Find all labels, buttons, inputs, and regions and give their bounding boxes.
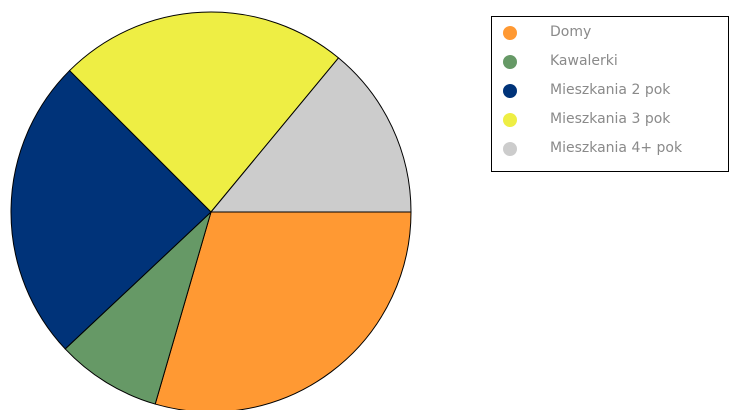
legend-label-mieszkania-4-pok: Mieszkania 4+ pok (550, 140, 683, 156)
legend-swatch-kawalerki (503, 55, 517, 69)
legend-label-domy: Domy (550, 24, 592, 40)
legend-item-mieszkania-2-pok: Mieszkania 2 pok (492, 79, 728, 103)
legend-swatch-mieszkania-4-pok (503, 142, 517, 156)
legend-label-mieszkania-3-pok: Mieszkania 3 pok (550, 111, 671, 127)
legend-label-mieszkania-2-pok: Mieszkania 2 pok (550, 82, 671, 98)
legend-item-mieszkania-3-pok: Mieszkania 3 pok (492, 108, 728, 132)
pie-slice-mieszkania-2-pok (10, 69, 212, 350)
pie-slice-domy (154, 211, 412, 410)
legend-label-kawalerki: Kawalerki (550, 53, 618, 69)
pie-slice-mieszkania-4-pok (209, 57, 412, 213)
legend-item-kawalerki: Kawalerki (492, 50, 728, 74)
legend-item-domy: Domy (492, 21, 728, 45)
pie-chart (10, 11, 412, 410)
pie-slice-mieszkania-3-pok (68, 11, 340, 213)
legend: Domy Kawalerki Mieszkania 2 pok Mieszkan… (491, 16, 729, 172)
legend-swatch-mieszkania-2-pok (503, 84, 517, 98)
legend-swatch-domy (503, 26, 517, 40)
legend-swatch-mieszkania-3-pok (503, 113, 517, 127)
legend-item-mieszkania-4-pok: Mieszkania 4+ pok (492, 137, 728, 161)
pie-slice-kawalerki (64, 210, 212, 405)
